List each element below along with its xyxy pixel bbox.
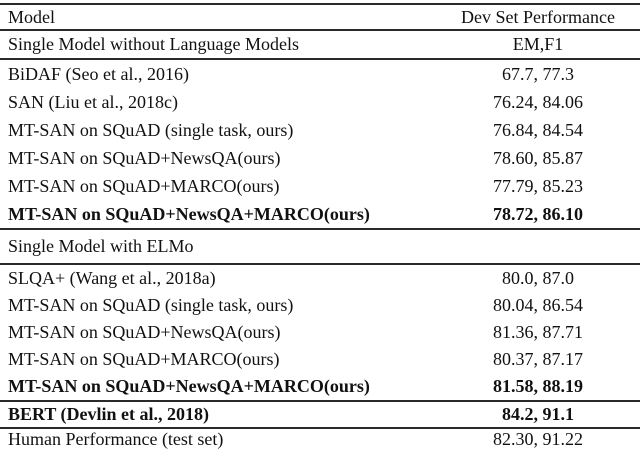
section-rule <box>0 400 640 402</box>
model-name: BERT (Devlin et al., 2018) <box>8 404 210 424</box>
score-value: 80.37, 87.17 <box>493 349 583 369</box>
table-row: SLQA+ (Wang et al., 2018a) 80.0, 87.0 <box>0 265 640 292</box>
model-name: MT-SAN on SQuAD+NewsQA(ours) <box>8 147 281 168</box>
model-name: MT-SAN on SQuAD (single task, ours) <box>8 119 294 140</box>
model-name: MT-SAN on SQuAD+NewsQA+MARCO(ours) <box>8 376 370 396</box>
header-rule <box>0 29 640 31</box>
section-label: Single Model without Language Models <box>8 34 299 54</box>
table-row: MT-SAN on SQuAD+NewsQA(ours) 78.60, 85.8… <box>0 144 640 172</box>
score-value: 81.36, 87.71 <box>493 322 583 342</box>
score-value: 84.2, 91.1 <box>502 404 574 424</box>
section-header-without-lm: Single Model without Language Models EM,… <box>0 31 640 58</box>
section-rule <box>0 228 640 230</box>
section-header-with-elmo: Single Model with ELMo <box>0 230 640 263</box>
table-top-rule <box>0 3 640 5</box>
score-value: 76.84, 84.54 <box>493 119 583 140</box>
section-rule <box>0 427 640 429</box>
table-row-bert: BERT (Devlin et al., 2018) 84.2, 91.1 <box>0 402 640 427</box>
score-value: 82.30, 91.22 <box>493 429 583 449</box>
model-name: SLQA+ (Wang et al., 2018a) <box>8 268 216 288</box>
table-row: SAN (Liu et al., 2018c) 76.24, 84.06 <box>0 88 640 116</box>
score-value: 76.24, 84.06 <box>493 91 583 112</box>
section-rule <box>0 58 640 60</box>
model-name: Human Performance (test set) <box>8 429 224 449</box>
table-row: MT-SAN on SQuAD+MARCO(ours) 77.79, 85.23 <box>0 172 640 200</box>
model-name: MT-SAN on SQuAD+NewsQA(ours) <box>8 322 281 342</box>
table-header-row: Model Dev Set Performance <box>0 5 640 29</box>
score-value: 67.7, 77.3 <box>502 63 574 84</box>
section-metric: EM,F1 <box>512 34 564 54</box>
model-name: BiDAF (Seo et al., 2016) <box>8 63 189 84</box>
score-value: 80.04, 86.54 <box>493 295 583 315</box>
model-name: SAN (Liu et al., 2018c) <box>8 91 178 112</box>
table-row-human-performance: Human Performance (test set) 82.30, 91.2… <box>0 429 640 450</box>
model-name: MT-SAN on SQuAD+NewsQA+MARCO(ours) <box>8 203 370 224</box>
table-row: MT-SAN on SQuAD (single task, ours) 76.8… <box>0 116 640 144</box>
table-row-best-with-elmo: MT-SAN on SQuAD+NewsQA+MARCO(ours) 81.58… <box>0 373 640 400</box>
section-label: Single Model with ELMo <box>8 236 194 256</box>
table-row: MT-SAN on SQuAD (single task, ours) 80.0… <box>0 292 640 319</box>
model-name: MT-SAN on SQuAD (single task, ours) <box>8 295 294 315</box>
column-header-performance: Dev Set Performance <box>461 6 615 27</box>
model-name: MT-SAN on SQuAD+MARCO(ours) <box>8 175 280 196</box>
table-row-best-without-lm: MT-SAN on SQuAD+NewsQA+MARCO(ours) 78.72… <box>0 200 640 228</box>
column-header-model: Model <box>8 6 55 27</box>
table-row: MT-SAN on SQuAD+MARCO(ours) 80.37, 87.17 <box>0 346 640 373</box>
table-row: MT-SAN on SQuAD+NewsQA(ours) 81.36, 87.7… <box>0 319 640 346</box>
section-rule <box>0 263 640 265</box>
score-value: 78.60, 85.87 <box>493 147 583 168</box>
score-value: 81.58, 88.19 <box>493 376 583 396</box>
score-value: 80.0, 87.0 <box>502 268 574 288</box>
score-value: 78.72, 86.10 <box>493 203 583 224</box>
table-row: BiDAF (Seo et al., 2016) 67.7, 77.3 <box>0 60 640 88</box>
model-name: MT-SAN on SQuAD+MARCO(ours) <box>8 349 280 369</box>
score-value: 77.79, 85.23 <box>493 175 583 196</box>
